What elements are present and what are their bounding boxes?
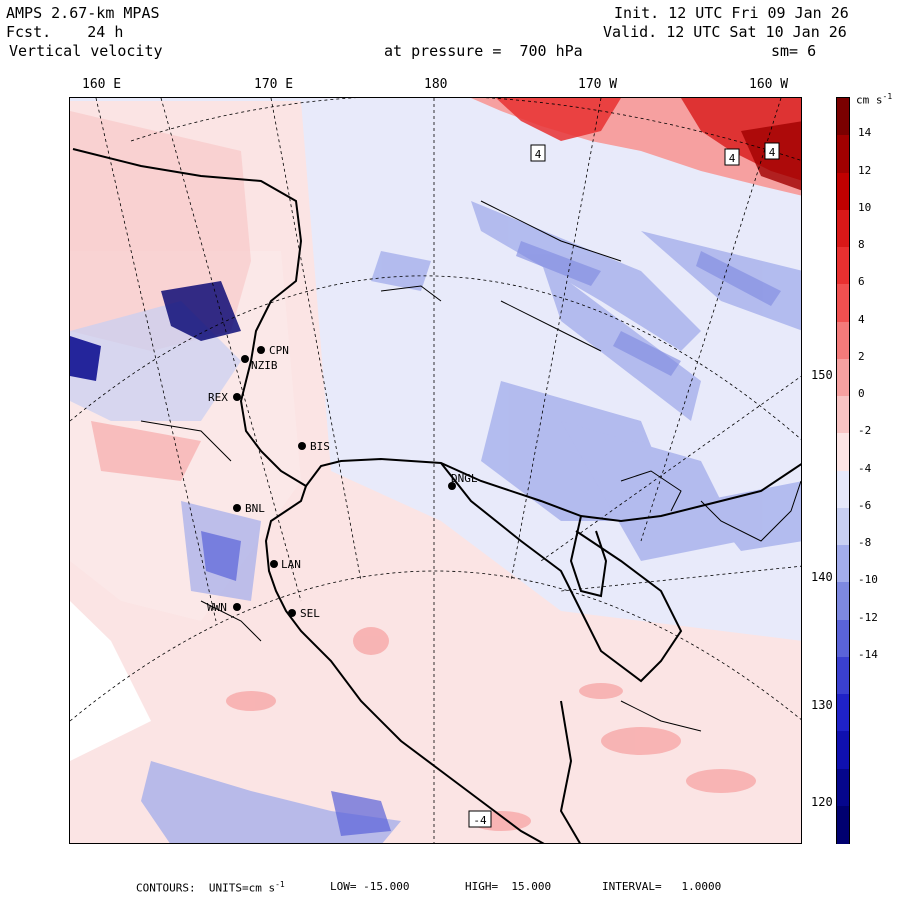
colorbar-segment	[837, 247, 849, 285]
colorbar-segment	[837, 582, 849, 620]
colorbar-tick-label: 14	[858, 126, 872, 140]
colorbar-tick-label: -8	[858, 536, 872, 549]
svg-text:CPN: CPN	[269, 344, 289, 357]
station-bnl: BNL	[233, 502, 265, 515]
lon-label-170e: 170 E	[254, 77, 294, 92]
colorbar-segment	[837, 619, 849, 658]
contour-label-1: 4	[530, 144, 546, 162]
colorbar-tick-label: 2	[858, 349, 865, 363]
ascent-patches	[226, 627, 756, 831]
footer-interval: INTERVAL= 1.0000	[602, 880, 722, 893]
colorbar-tick-label: 4	[858, 312, 865, 326]
colorbar-segment	[837, 172, 849, 211]
station-wwn: WWN	[207, 601, 241, 614]
station-rex: REX	[208, 391, 241, 404]
descent-streaks-strong	[516, 241, 781, 376]
colorbar-segment	[837, 731, 849, 769]
colorbar-segment	[837, 98, 849, 136]
station-sel: SEL	[288, 607, 320, 620]
footer-high: HIGH= 15.000	[465, 880, 552, 893]
station-cpn: CPN	[257, 344, 289, 357]
lon-label-160e: 160 E	[82, 77, 122, 92]
pressure-level: at pressure = 700 hPa	[384, 42, 583, 60]
svg-text:BIS: BIS	[310, 440, 330, 453]
model-title: AMPS 2.67-km MPAS	[6, 4, 160, 22]
vertical-velocity-map: 4 4 4 -4 CPN NZIB	[70, 98, 801, 843]
colorbar-segment	[837, 396, 849, 434]
colorbar-segment	[837, 209, 849, 248]
svg-text:DNGL: DNGL	[451, 472, 478, 485]
descent-band-south	[141, 761, 401, 843]
west-turbulence	[70, 111, 261, 601]
svg-text:REX: REX	[208, 391, 228, 404]
station-lan: LAN	[270, 558, 301, 571]
contour-label-2: 4	[724, 148, 740, 166]
svg-text:4: 4	[729, 152, 736, 165]
svg-text:WWN: WWN	[207, 601, 227, 614]
colorbar-segment	[837, 358, 849, 397]
contour-label-3: 4	[764, 142, 780, 160]
colorbar-segment	[837, 694, 849, 732]
svg-text:4: 4	[769, 146, 776, 159]
colorbar-segment	[837, 321, 849, 360]
smoothing: sm= 6	[771, 42, 817, 60]
lon-label-180: 180	[424, 77, 448, 92]
colorbar-segment	[837, 545, 849, 583]
contour-lines	[140, 200, 801, 732]
colorbar-tick-label: 12	[858, 163, 872, 177]
footer-contours: CONTOURS: UNITS=cm s-1	[136, 880, 285, 895]
colorbar-tick-label: -10	[858, 573, 878, 587]
svg-text:BNL: BNL	[245, 502, 265, 515]
colorbar-tick-label: 0	[858, 387, 865, 400]
colorbar-segment	[837, 433, 849, 471]
svg-text:LAN: LAN	[281, 558, 301, 571]
svg-text:4: 4	[535, 148, 542, 161]
contour-label-4: -4	[468, 810, 492, 828]
colorbar-tick-label: -14	[858, 647, 878, 661]
graticule	[70, 98, 801, 843]
colorbar-tick-label: 8	[858, 238, 865, 251]
colorbar-segment	[837, 507, 849, 546]
colorbar-tick-label: -4	[858, 461, 872, 475]
colorbar-tick-label: 6	[858, 275, 865, 289]
svg-text:NZIB: NZIB	[251, 359, 278, 372]
colorbar-tick-label: 10	[858, 200, 872, 214]
colorbar-unit: cm s-1	[856, 92, 893, 107]
colorbar-tick-label: -12	[858, 610, 878, 624]
colorbar-segment	[837, 805, 849, 844]
colorbar-segment	[837, 656, 849, 695]
colorbar-segment	[837, 768, 849, 807]
valid-time: Valid. 12 UTC Sat 10 Jan 26	[603, 23, 847, 41]
station-dngl: DNGL	[448, 472, 478, 490]
lon-label-170w: 170 W	[578, 77, 618, 92]
colorbar-tick-label: -2	[858, 424, 872, 438]
init-time: Init. 12 UTC Fri 09 Jan 26	[614, 4, 849, 22]
map-panel: 4 4 4 -4 CPN NZIB	[69, 97, 802, 844]
descent-core-south	[331, 791, 391, 836]
lon-label-160w: 160 W	[749, 77, 789, 92]
station-nzib: NZIB	[241, 355, 278, 372]
footer-low: LOW= -15.000	[330, 880, 410, 893]
svg-text:SEL: SEL	[300, 607, 320, 620]
svg-text:-4: -4	[473, 814, 487, 827]
station-bis: BIS	[298, 440, 330, 453]
unshaded-region	[70, 601, 151, 761]
coastline	[72, 148, 801, 843]
colorbar	[836, 97, 850, 844]
field-name: Vertical velocity	[9, 42, 163, 60]
colorbar-tick-label: -6	[858, 498, 872, 512]
colorbar-segment	[837, 284, 849, 322]
forecast-hour: Fcst. 24 h	[6, 23, 124, 41]
colorbar-segment	[837, 470, 849, 509]
colorbar-segment	[837, 135, 849, 173]
